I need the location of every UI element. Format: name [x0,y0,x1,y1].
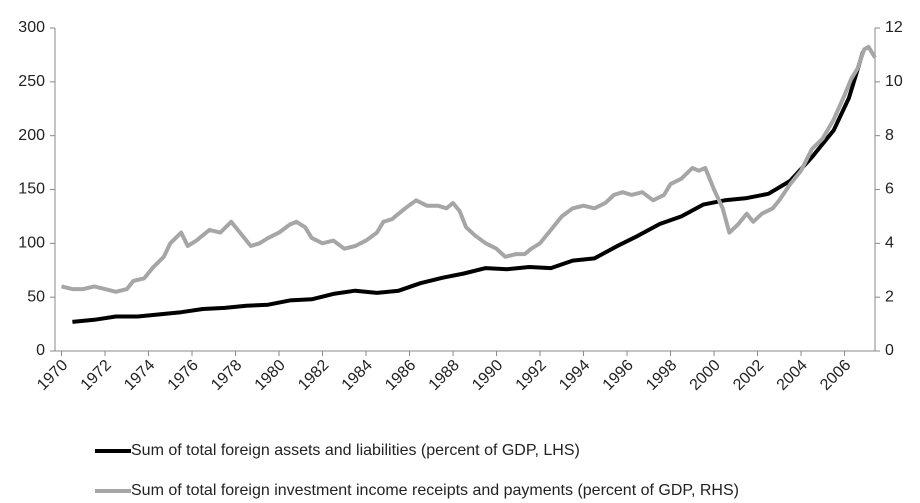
legend-label: Sum of total foreign investment income r… [131,482,739,499]
x-tick-label: 1970 [34,357,71,394]
x-tick-label: 1996 [600,357,637,394]
y2-tick-label: 2 [885,288,894,305]
x-tick-label: 1986 [382,357,419,394]
y2-tick-label: 10 [885,73,903,90]
y-tick-label: 150 [18,181,45,198]
series-line [72,51,865,324]
y2-tick-label: 12 [885,19,903,36]
y2-tick-label: 4 [885,235,894,252]
y-tick-label: 100 [18,235,45,252]
x-tick-label: 1994 [556,357,593,394]
x-tick-label: 1974 [121,357,158,394]
x-tick-label: 1976 [165,357,202,394]
x-tick-label: 2006 [817,357,854,394]
x-tick-label: 1990 [469,357,506,394]
x-tick-label: 1992 [513,357,550,394]
y-tick-label: 50 [27,288,45,305]
x-tick-label: 2004 [774,357,811,394]
y-tick-label: 300 [18,19,45,36]
x-tick-label: 1980 [252,357,289,394]
x-tick-label: 1982 [295,357,332,394]
x-tick-label: 1972 [78,357,115,394]
y2-tick-label: 0 [885,342,894,359]
legend-label: Sum of total foreign assets and liabilit… [131,442,580,459]
x-tick-label: 2000 [687,357,724,394]
x-tick-label: 2002 [730,357,767,394]
y-tick-label: 250 [18,73,45,90]
series-line [61,44,877,294]
x-tick-label: 1998 [643,357,680,394]
y2-tick-label: 6 [885,181,894,198]
x-tick-label: 1984 [339,357,376,394]
y-tick-label: 0 [36,342,45,359]
x-tick-label: 1978 [208,357,245,394]
y-tick-label: 200 [18,127,45,144]
x-tick-label: 1988 [426,357,463,394]
y2-tick-label: 8 [885,127,894,144]
